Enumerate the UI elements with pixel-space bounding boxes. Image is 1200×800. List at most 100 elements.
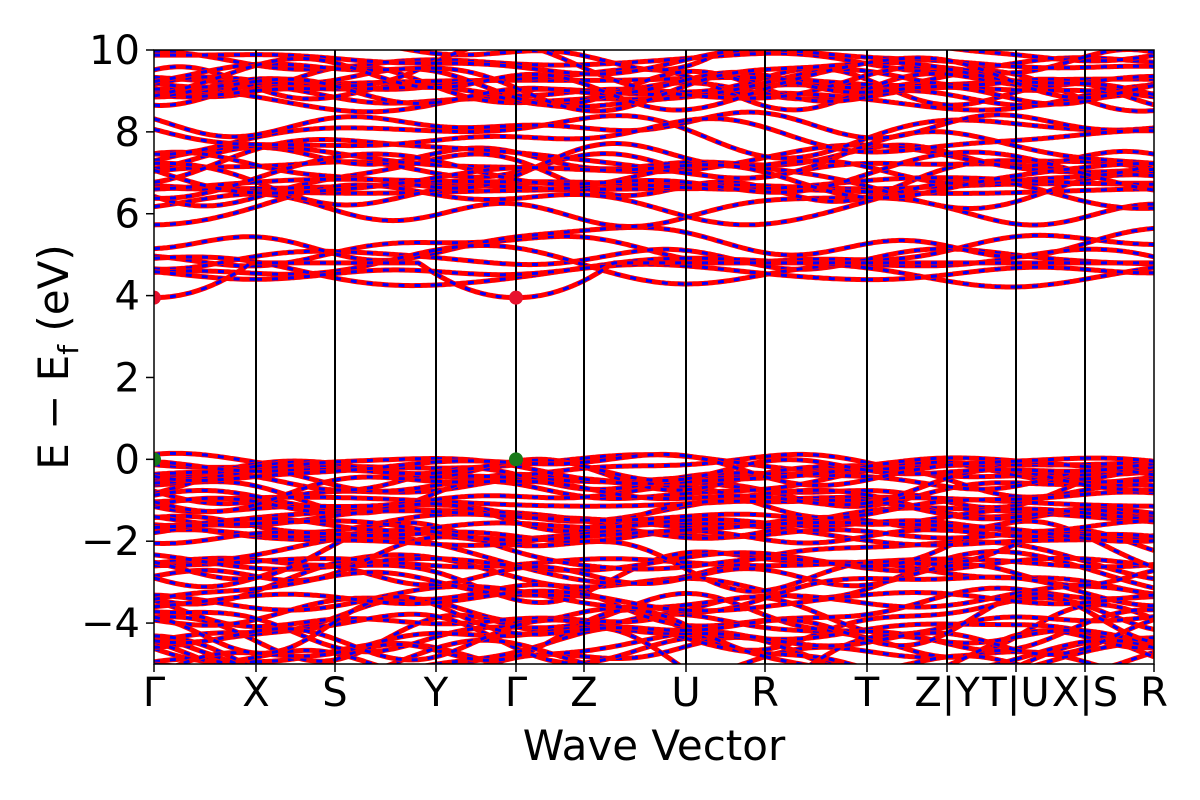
- band-line-blue: [764, 73, 868, 94]
- band-line-blue: [255, 177, 335, 184]
- band-line-blue: [866, 560, 948, 566]
- band-line-blue: [154, 474, 257, 482]
- x-tick-label: Z: [570, 670, 597, 716]
- band-line-blue: [435, 556, 517, 579]
- band-line-blue: [1084, 267, 1154, 275]
- band-line-blue: [946, 90, 1017, 107]
- band-line-blue: [1015, 81, 1086, 100]
- band-line-blue: [515, 123, 585, 130]
- band-line-blue: [1015, 247, 1085, 259]
- band-line-red: [434, 50, 473, 64]
- band-line-blue: [435, 499, 517, 507]
- band-line-blue: [515, 460, 585, 466]
- x-tick-label: S: [322, 670, 347, 716]
- band-line-blue: [685, 567, 766, 580]
- band-line-blue: [154, 117, 257, 139]
- band-line-blue: [334, 268, 437, 276]
- y-axis-title-sub: f: [52, 344, 85, 355]
- band-line-blue: [867, 545, 948, 568]
- band-line-blue: [866, 519, 948, 525]
- band-line-blue: [334, 570, 437, 583]
- band-line-red: [435, 200, 517, 218]
- band-line-blue: [867, 144, 948, 154]
- band-line-blue: [1084, 608, 1154, 625]
- band-line-blue: [1084, 74, 1154, 84]
- band-line-blue: [516, 593, 585, 598]
- band-line-red: [335, 668, 436, 682]
- band-line-blue: [335, 126, 437, 133]
- band-line-blue: [686, 494, 766, 500]
- band-line-blue: [765, 557, 867, 568]
- band-line-blue: [946, 200, 1017, 210]
- band-line-blue: [686, 619, 766, 632]
- band-line-blue: [1015, 538, 1085, 543]
- band-line-blue: [1015, 468, 1085, 473]
- band-line-blue: [1015, 80, 1086, 88]
- band-line-blue: [515, 628, 585, 636]
- band-line-blue: [1084, 98, 1154, 113]
- band-line-blue: [335, 538, 437, 546]
- band-line-blue: [436, 66, 517, 90]
- band-line-blue: [685, 605, 766, 613]
- band-line-blue: [515, 258, 585, 267]
- band-line-red: [256, 30, 335, 38]
- band-line-blue: [154, 79, 257, 89]
- band-line-blue: [515, 565, 585, 576]
- band-line-blue: [946, 598, 1017, 616]
- band-line-blue: [946, 550, 1017, 561]
- band-line-blue: [685, 87, 766, 112]
- band-line-blue: [1084, 618, 1154, 650]
- band-line-blue: [866, 463, 948, 482]
- band-line-blue: [435, 201, 517, 217]
- band-line-blue: [583, 528, 687, 539]
- y-tick-label: 6: [115, 192, 140, 238]
- band-line-blue: [685, 476, 766, 484]
- band-line-blue: [334, 152, 437, 163]
- band-line-blue: [435, 85, 516, 105]
- band-line-blue: [946, 592, 1017, 607]
- band-line-blue: [1085, 459, 1154, 467]
- band-line-blue: [1085, 507, 1154, 515]
- band-line-blue: [334, 276, 437, 288]
- band-line-blue: [1015, 154, 1086, 176]
- band-line-blue: [686, 75, 766, 80]
- band-line-blue: [515, 86, 585, 94]
- band-line-blue: [952, 50, 1017, 57]
- x-tick-label: X|S: [1052, 670, 1118, 716]
- band-line-blue: [334, 188, 437, 207]
- band-line-blue: [1084, 557, 1154, 568]
- band-line-blue: [764, 504, 868, 520]
- band-line-blue: [335, 497, 437, 508]
- band-line-blue: [947, 622, 1016, 627]
- x-tick-label: R: [1140, 670, 1168, 716]
- band-line-blue: [255, 623, 336, 636]
- extremum-marker: [509, 290, 523, 305]
- band-line-blue: [685, 180, 766, 194]
- band-line-blue: [583, 621, 686, 635]
- band-line-blue: [583, 119, 687, 140]
- band-line-blue: [1084, 247, 1154, 259]
- band-line-blue: [255, 519, 335, 525]
- band-line-blue: [255, 475, 336, 492]
- band-line-blue: [435, 542, 517, 567]
- band-line-blue: [947, 191, 1016, 195]
- band-line-blue: [764, 199, 868, 226]
- band-line-blue: [255, 530, 336, 536]
- band-line-blue: [583, 464, 687, 482]
- band-line-blue: [515, 464, 585, 481]
- band-line-blue: [435, 530, 517, 538]
- band-line-red: [435, 602, 517, 636]
- x-tick-label: Γ: [505, 670, 528, 716]
- band-line-blue: [1015, 525, 1086, 533]
- band-line-blue: [946, 481, 1017, 491]
- band-line-blue: [583, 235, 687, 261]
- band-line-blue: [334, 241, 436, 254]
- band-line-blue: [946, 615, 1016, 629]
- band-line-blue: [515, 583, 585, 594]
- band-line-blue: [334, 595, 437, 606]
- band-line-blue: [154, 576, 257, 589]
- band-line-blue: [154, 615, 257, 655]
- band-line-blue: [685, 70, 766, 82]
- band-line-blue: [946, 539, 1017, 547]
